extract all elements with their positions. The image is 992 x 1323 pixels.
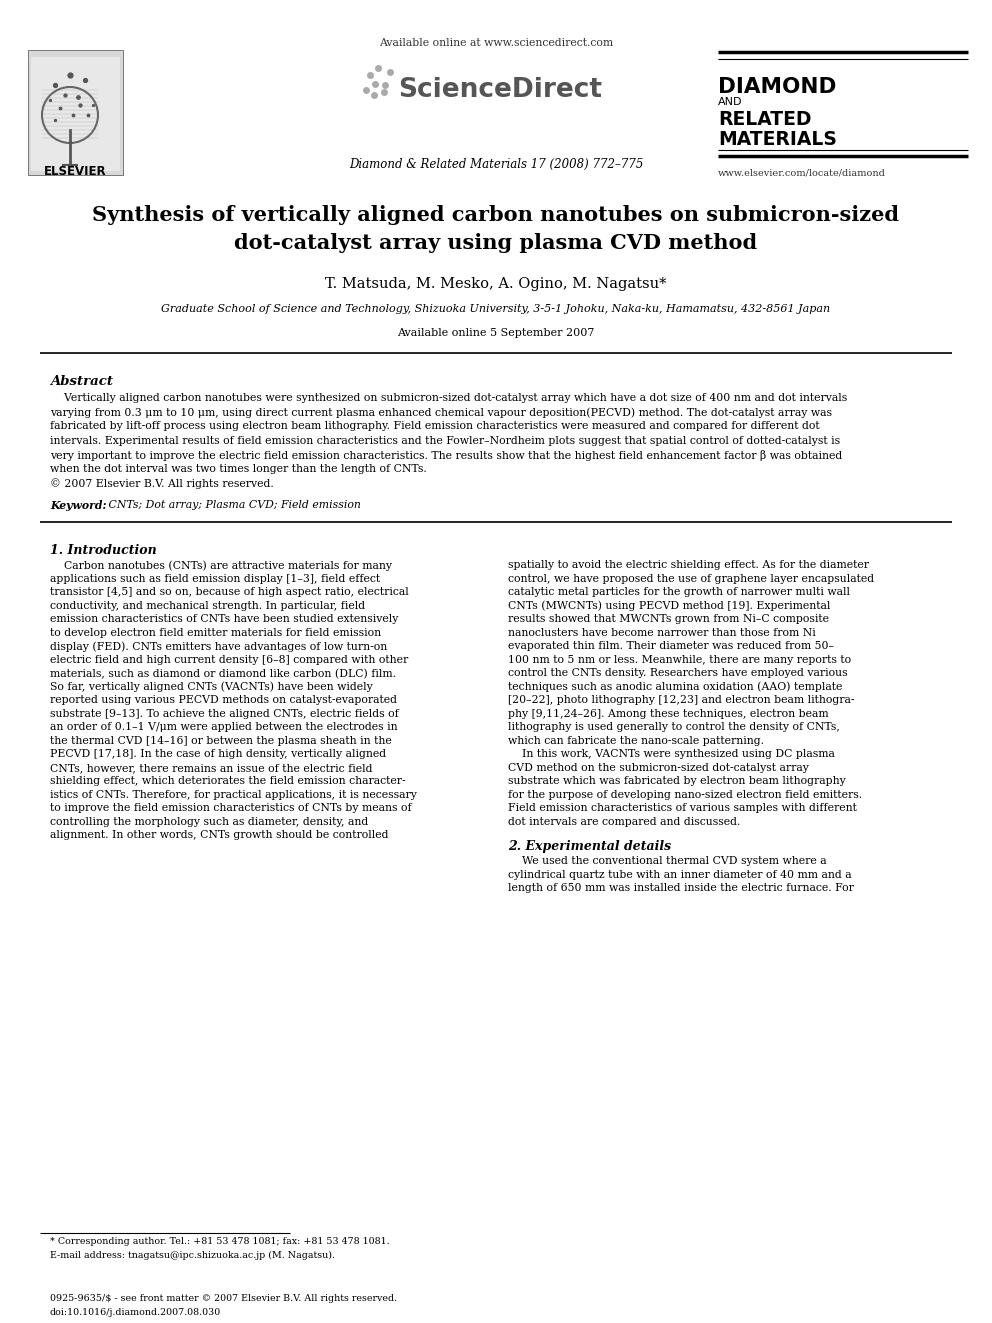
Text: the thermal CVD [14–16] or between the plasma sheath in the: the thermal CVD [14–16] or between the p… xyxy=(50,736,392,746)
Text: results showed that MWCNTs grown from Ni–C composite: results showed that MWCNTs grown from Ni… xyxy=(508,614,829,624)
Text: an order of 0.1–1 V/μm were applied between the electrodes in: an order of 0.1–1 V/μm were applied betw… xyxy=(50,722,398,733)
Text: ScienceDirect: ScienceDirect xyxy=(398,77,602,103)
Text: applications such as field emission display [1–3], field effect: applications such as field emission disp… xyxy=(50,574,380,583)
Text: catalytic metal particles for the growth of narrower multi wall: catalytic metal particles for the growth… xyxy=(508,587,850,598)
Text: phy [9,11,24–26]. Among these techniques, electron beam: phy [9,11,24–26]. Among these techniques… xyxy=(508,709,828,718)
Text: reported using various PECVD methods on catalyst-evaporated: reported using various PECVD methods on … xyxy=(50,696,397,705)
Text: substrate which was fabricated by electron beam lithography: substrate which was fabricated by electr… xyxy=(508,777,846,786)
Text: for the purpose of developing nano-sized electron field emitters.: for the purpose of developing nano-sized… xyxy=(508,790,862,800)
Text: nanoclusters have become narrower than those from Ni: nanoclusters have become narrower than t… xyxy=(508,628,815,638)
Text: CNTs (MWCNTs) using PECVD method [19]. Experimental: CNTs (MWCNTs) using PECVD method [19]. E… xyxy=(508,601,830,611)
Text: fabricated by lift-off process using electron beam lithography. Field emission c: fabricated by lift-off process using ele… xyxy=(50,422,819,431)
Text: Synthesis of vertically aligned carbon nanotubes on submicron-sized: Synthesis of vertically aligned carbon n… xyxy=(92,205,900,225)
Text: 0925-9635/$ - see front matter © 2007 Elsevier B.V. All rights reserved.: 0925-9635/$ - see front matter © 2007 El… xyxy=(50,1294,397,1303)
FancyBboxPatch shape xyxy=(31,57,120,171)
Text: electric field and high current density [6–8] compared with other: electric field and high current density … xyxy=(50,655,409,665)
Text: materials, such as diamond or diamond like carbon (DLC) film.: materials, such as diamond or diamond li… xyxy=(50,668,396,679)
Text: Diamond & Related Materials 17 (2008) 772–775: Diamond & Related Materials 17 (2008) 77… xyxy=(349,157,643,171)
Text: DIAMOND: DIAMOND xyxy=(718,77,836,97)
Text: shielding effect, which deteriorates the field emission character-: shielding effect, which deteriorates the… xyxy=(50,777,406,786)
Text: 2. Experimental details: 2. Experimental details xyxy=(508,840,672,853)
Text: to develop electron field emitter materials for field emission: to develop electron field emitter materi… xyxy=(50,628,381,638)
Text: We used the conventional thermal CVD system where a: We used the conventional thermal CVD sys… xyxy=(508,856,826,867)
Text: istics of CNTs. Therefore, for practical applications, it is necessary: istics of CNTs. Therefore, for practical… xyxy=(50,790,417,800)
Text: varying from 0.3 μm to 10 μm, using direct current plasma enhanced chemical vapo: varying from 0.3 μm to 10 μm, using dire… xyxy=(50,407,832,418)
Text: Field emission characteristics of various samples with different: Field emission characteristics of variou… xyxy=(508,803,857,814)
Text: display (FED). CNTs emitters have advantages of low turn-on: display (FED). CNTs emitters have advant… xyxy=(50,642,387,652)
Text: evaporated thin film. Their diameter was reduced from 50–: evaporated thin film. Their diameter was… xyxy=(508,642,834,651)
Text: Abstract: Abstract xyxy=(50,374,113,388)
Text: when the dot interval was two times longer than the length of CNTs.: when the dot interval was two times long… xyxy=(50,464,427,474)
Text: AND: AND xyxy=(718,97,742,107)
Text: Graduate School of Science and Technology, Shizuoka University, 3-5-1 Johoku, Na: Graduate School of Science and Technolog… xyxy=(162,304,830,314)
Text: transistor [4,5] and so on, because of high aspect ratio, electrical: transistor [4,5] and so on, because of h… xyxy=(50,587,409,598)
Text: In this work, VACNTs were synthesized using DC plasma: In this work, VACNTs were synthesized us… xyxy=(508,749,835,759)
Text: techniques such as anodic alumina oxidation (AAO) template: techniques such as anodic alumina oxidat… xyxy=(508,681,842,692)
Text: very important to improve the electric field emission characteristics. The resul: very important to improve the electric f… xyxy=(50,450,842,460)
Text: * Corresponding author. Tel.: +81 53 478 1081; fax: +81 53 478 1081.: * Corresponding author. Tel.: +81 53 478… xyxy=(50,1237,390,1246)
Text: Available online 5 September 2007: Available online 5 September 2007 xyxy=(398,328,594,337)
Text: substrate [9–13]. To achieve the aligned CNTs, electric fields of: substrate [9–13]. To achieve the aligned… xyxy=(50,709,399,718)
Text: control, we have proposed the use of graphene layer encapsulated: control, we have proposed the use of gra… xyxy=(508,574,874,583)
Text: which can fabricate the nano-scale patterning.: which can fabricate the nano-scale patte… xyxy=(508,736,764,746)
Text: www.elsevier.com/locate/diamond: www.elsevier.com/locate/diamond xyxy=(718,168,886,177)
Text: controlling the morphology such as diameter, density, and: controlling the morphology such as diame… xyxy=(50,816,368,827)
FancyBboxPatch shape xyxy=(28,50,123,175)
Text: PECVD [17,18]. In the case of high density, vertically aligned: PECVD [17,18]. In the case of high densi… xyxy=(50,749,386,759)
Text: control the CNTs density. Researchers have employed various: control the CNTs density. Researchers ha… xyxy=(508,668,847,679)
Text: T. Matsuda, M. Mesko, A. Ogino, M. Nagatsu*: T. Matsuda, M. Mesko, A. Ogino, M. Nagat… xyxy=(325,277,667,291)
Text: lithography is used generally to control the density of CNTs,: lithography is used generally to control… xyxy=(508,722,840,733)
Text: dot intervals are compared and discussed.: dot intervals are compared and discussed… xyxy=(508,816,740,827)
Text: doi:10.1016/j.diamond.2007.08.030: doi:10.1016/j.diamond.2007.08.030 xyxy=(50,1308,221,1316)
Text: emission characteristics of CNTs have been studied extensively: emission characteristics of CNTs have be… xyxy=(50,614,399,624)
Text: 100 nm to 5 nm or less. Meanwhile, there are many reports to: 100 nm to 5 nm or less. Meanwhile, there… xyxy=(508,655,851,665)
Text: So far, vertically aligned CNTs (VACNTs) have been widely: So far, vertically aligned CNTs (VACNTs)… xyxy=(50,681,373,692)
Text: dot-catalyst array using plasma CVD method: dot-catalyst array using plasma CVD meth… xyxy=(234,233,758,253)
Text: spatially to avoid the electric shielding effect. As for the diameter: spatially to avoid the electric shieldin… xyxy=(508,561,869,570)
Text: Available online at www.sciencedirect.com: Available online at www.sciencedirect.co… xyxy=(379,38,613,48)
Text: Carbon nanotubes (CNTs) are attractive materials for many: Carbon nanotubes (CNTs) are attractive m… xyxy=(50,561,392,572)
Text: to improve the field emission characteristics of CNTs by means of: to improve the field emission characteri… xyxy=(50,803,412,814)
Text: CNTs; Dot array; Plasma CVD; Field emission: CNTs; Dot array; Plasma CVD; Field emiss… xyxy=(105,500,361,511)
Text: cylindrical quartz tube with an inner diameter of 40 mm and a: cylindrical quartz tube with an inner di… xyxy=(508,871,851,880)
Text: length of 650 mm was installed inside the electric furnace. For: length of 650 mm was installed inside th… xyxy=(508,884,854,893)
Text: CVD method on the submicron-sized dot-catalyst array: CVD method on the submicron-sized dot-ca… xyxy=(508,763,808,773)
Text: MATERIALS: MATERIALS xyxy=(718,130,837,149)
Text: intervals. Experimental results of field emission characteristics and the Fowler: intervals. Experimental results of field… xyxy=(50,435,840,446)
Text: Vertically aligned carbon nanotubes were synthesized on submicron-sized dot-cata: Vertically aligned carbon nanotubes were… xyxy=(50,393,847,404)
Text: E-mail address: tnagatsu@ipc.shizuoka.ac.jp (M. Nagatsu).: E-mail address: tnagatsu@ipc.shizuoka.ac… xyxy=(50,1252,335,1259)
Text: alignment. In other words, CNTs growth should be controlled: alignment. In other words, CNTs growth s… xyxy=(50,831,389,840)
Text: Keyword:: Keyword: xyxy=(50,500,106,512)
Text: ELSEVIER: ELSEVIER xyxy=(44,165,106,179)
Text: © 2007 Elsevier B.V. All rights reserved.: © 2007 Elsevier B.V. All rights reserved… xyxy=(50,478,274,490)
Text: conductivity, and mechanical strength. In particular, field: conductivity, and mechanical strength. I… xyxy=(50,601,365,611)
Text: RELATED: RELATED xyxy=(718,110,811,130)
Text: 1. Introduction: 1. Introduction xyxy=(50,544,157,557)
Text: [20–22], photo lithography [12,23] and electron beam lithogra-: [20–22], photo lithography [12,23] and e… xyxy=(508,696,854,705)
Text: CNTs, however, there remains an issue of the electric field: CNTs, however, there remains an issue of… xyxy=(50,763,373,773)
